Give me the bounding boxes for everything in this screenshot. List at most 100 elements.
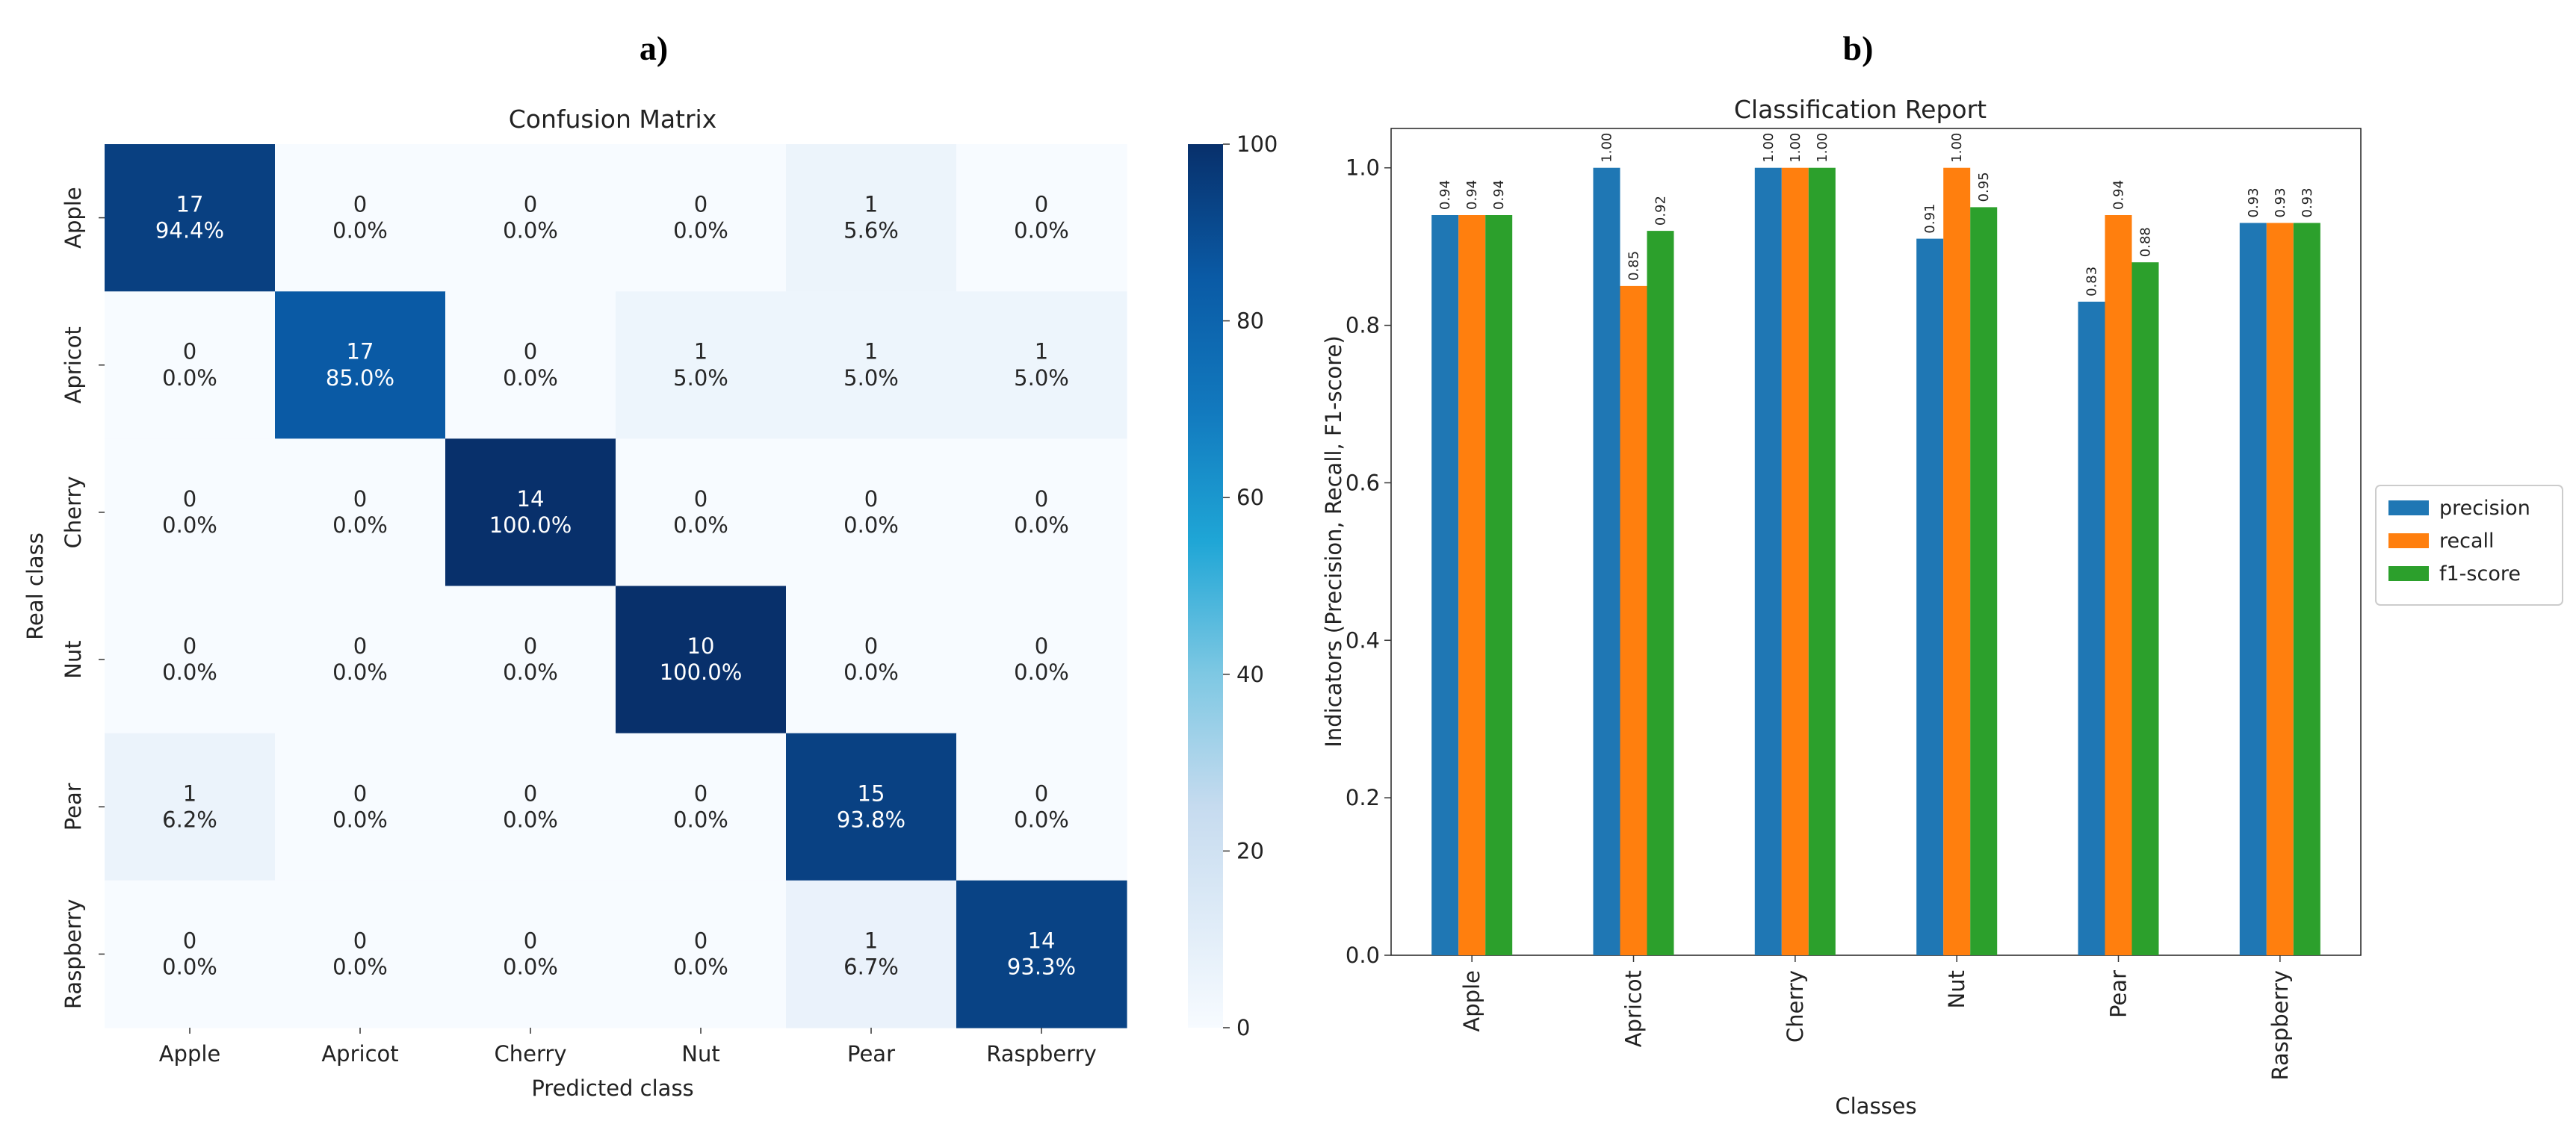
y-tick-label-nut: Nut [61, 640, 86, 678]
cell-cherry-raspberry-percent: 0.0% [1014, 512, 1069, 538]
confusion-matrix-y-ticks: Apple Apricot Cherry Nut Pear Raspberry [61, 187, 105, 1009]
classification-report-x-ticks: Apple Apricot Cherry Nut Pear Raspberry [1459, 955, 2293, 1081]
cell-raspberry-apple [105, 880, 276, 1028]
cell-pear-pear [786, 733, 957, 881]
bar-apple-recall-label: 0.94 [1464, 180, 1480, 210]
legend-swatch-recall [2388, 533, 2429, 548]
cell-apple-nut [616, 144, 787, 292]
bar-apple-precision [1431, 215, 1459, 955]
bar-apple-f1-score [1485, 215, 1513, 955]
bar-raspberry-f1-score [2293, 223, 2320, 955]
cell-nut-cherry-count: 0 [524, 633, 537, 659]
cell-raspberry-cherry-percent: 0.0% [503, 954, 558, 979]
x-tick-label-raspberry: Raspberry [2267, 970, 2293, 1081]
cell-nut-nut-percent: 100.0% [660, 659, 743, 685]
cell-raspberry-raspberry-count: 14 [1028, 928, 1056, 953]
colorbar-tick-label-0: 0 [1236, 1015, 1250, 1040]
cell-apricot-nut-percent: 5.0% [673, 365, 728, 391]
cell-pear-cherry [445, 733, 616, 881]
cell-cherry-apple [105, 438, 276, 587]
y-tick-label-0-4: 0.4 [1346, 627, 1380, 653]
cell-raspberry-apricot-count: 0 [353, 928, 367, 953]
bar-apricot-recall [1620, 285, 1647, 955]
legend: precision recall f1-score [2375, 485, 2563, 606]
cell-apricot-raspberry [956, 291, 1127, 439]
y-tick-label-apple: Apple [61, 187, 86, 249]
x-tick-label-raspberry: Raspberry [986, 1041, 1097, 1067]
bar-raspberry-f1-score-label: 0.93 [2300, 187, 2315, 217]
classification-report-ylabel: Indicators (Precision, Recall, F1-score) [1321, 335, 1346, 747]
cell-pear-nut-percent: 0.0% [673, 807, 728, 832]
cell-pear-pear-count: 15 [858, 780, 885, 806]
cell-cherry-pear-count: 0 [864, 486, 878, 512]
colorbar-tick-label-20: 20 [1236, 838, 1264, 863]
cell-apricot-pear-percent: 5.0% [843, 365, 899, 391]
x-tick-label-apple: Apple [1459, 970, 1484, 1032]
colorbar [1188, 144, 1223, 1028]
cell-cherry-apricot-percent: 0.0% [332, 512, 388, 538]
cell-apricot-cherry-count: 0 [524, 339, 537, 364]
bar-pear-f1-score-label: 0.88 [2138, 227, 2154, 257]
cell-pear-raspberry [956, 733, 1127, 881]
cell-nut-apricot [275, 586, 446, 734]
cell-raspberry-nut-count: 0 [694, 928, 708, 953]
y-tick-label-cherry: Cherry [61, 476, 86, 548]
legend-swatch-f1-score [2388, 566, 2429, 581]
cell-cherry-cherry-count: 14 [517, 486, 545, 512]
colorbar-tick-label-40: 40 [1236, 662, 1264, 687]
cell-nut-nut-count: 10 [687, 633, 715, 659]
cell-apricot-apricot-count: 17 [347, 339, 374, 364]
bar-apple-recall [1458, 215, 1486, 955]
cell-apricot-nut [616, 291, 787, 439]
cell-cherry-apricot-count: 0 [353, 486, 367, 512]
cell-apple-pear-percent: 5.6% [843, 218, 899, 243]
cell-pear-cherry-percent: 0.0% [503, 807, 558, 832]
y-tick-label-raspberry: Raspberry [61, 899, 86, 1010]
x-tick-label-apricot: Apricot [321, 1041, 398, 1067]
cell-nut-raspberry-count: 0 [1035, 633, 1048, 659]
cell-apple-apricot-count: 0 [353, 192, 367, 217]
cell-nut-cherry [445, 586, 616, 734]
x-tick-label-pear: Pear [847, 1041, 895, 1067]
cell-pear-apricot-percent: 0.0% [332, 807, 388, 832]
cell-apple-apple [105, 144, 276, 292]
cell-cherry-nut-count: 0 [694, 486, 708, 512]
cell-pear-apricot [275, 733, 446, 881]
cell-apricot-apple [105, 291, 276, 439]
cell-raspberry-raspberry [956, 880, 1127, 1028]
bar-apricot-f1-score [1647, 231, 1674, 956]
cell-apricot-cherry [445, 291, 616, 439]
confusion-matrix-panel: Confusion Matrix 1794.4%00.0%00.0%00.0%1… [22, 105, 1278, 1101]
cell-raspberry-apricot-percent: 0.0% [332, 954, 388, 979]
cell-cherry-raspberry-count: 0 [1035, 486, 1048, 512]
cell-pear-apple-percent: 6.2% [162, 807, 217, 832]
cell-cherry-apple-percent: 0.0% [162, 512, 217, 538]
colorbar-tick-label-60: 60 [1236, 485, 1264, 510]
cell-apple-apple-percent: 94.4% [155, 218, 224, 243]
cell-cherry-raspberry [956, 438, 1127, 587]
cell-apple-cherry-count: 0 [524, 192, 537, 217]
y-tick-label-pear: Pear [61, 783, 86, 831]
legend-swatch-precision [2388, 500, 2429, 515]
y-tick-label-0-6: 0.6 [1346, 470, 1380, 495]
cell-nut-raspberry-percent: 0.0% [1014, 659, 1069, 685]
colorbar-tick-label-80: 80 [1236, 308, 1264, 334]
classification-report-panel: Classification Report 0.0 0.2 0.4 0.6 0.8 1.0… [1321, 95, 2563, 1119]
cell-pear-apricot-count: 0 [353, 780, 367, 806]
panel-label-b: b) [1843, 29, 1874, 67]
cell-apple-raspberry-percent: 0.0% [1014, 218, 1069, 243]
bar-nut-precision [1916, 238, 1944, 956]
cell-raspberry-apple-percent: 0.0% [162, 954, 217, 979]
cell-cherry-apple-count: 0 [183, 486, 196, 512]
cell-raspberry-pear-count: 1 [864, 928, 878, 953]
bar-pear-precision-label: 0.83 [2084, 267, 2100, 297]
bar-cherry-precision [1754, 167, 1782, 956]
y-tick-label-1-0: 1.0 [1346, 155, 1380, 181]
confusion-matrix-title: Confusion Matrix [509, 105, 717, 134]
bar-cherry-f1-score [1808, 167, 1836, 956]
cell-cherry-cherry-percent: 100.0% [489, 512, 572, 538]
colorbar-tick-label-100: 100 [1236, 131, 1278, 157]
bar-nut-recall-label: 1.00 [1949, 133, 1965, 163]
x-tick-label-apricot: Apricot [1621, 970, 1647, 1047]
cell-pear-cherry-count: 0 [524, 780, 537, 806]
